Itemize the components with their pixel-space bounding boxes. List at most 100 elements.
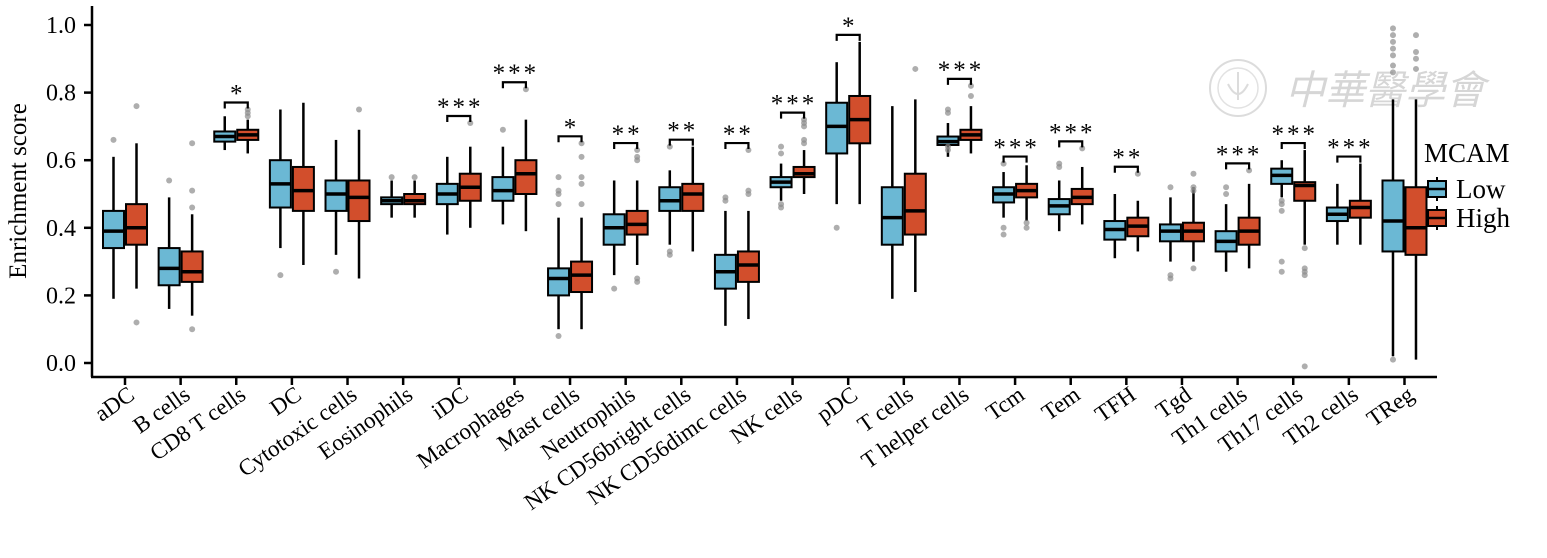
legend-key-low-icon bbox=[1427, 177, 1447, 201]
significance-marker: *** bbox=[1271, 121, 1318, 150]
box-low bbox=[992, 160, 1016, 238]
outlier-point bbox=[801, 123, 808, 130]
significance-marker: *** bbox=[1049, 119, 1092, 148]
box-low bbox=[491, 126, 515, 225]
outlier-point bbox=[1389, 62, 1396, 69]
box-high bbox=[291, 102, 315, 265]
significance-label: * bbox=[564, 114, 580, 141]
significance-marker: *** bbox=[1216, 141, 1263, 170]
outlier-point bbox=[411, 174, 418, 181]
outlier-point bbox=[578, 201, 585, 208]
outlier-point bbox=[967, 82, 974, 89]
significance-bracket bbox=[1336, 155, 1362, 163]
outlier-point bbox=[745, 191, 752, 197]
outlier-point bbox=[555, 332, 562, 339]
box-high bbox=[236, 106, 260, 154]
y-tick-label: 0.8 bbox=[46, 81, 76, 107]
box-high bbox=[125, 103, 148, 326]
box-iqr bbox=[125, 203, 148, 246]
x-tick-label: TReg bbox=[1362, 381, 1419, 431]
outlier-point bbox=[1023, 224, 1030, 231]
box-low bbox=[1158, 184, 1182, 282]
significance-bracket bbox=[1280, 141, 1306, 150]
box-low bbox=[157, 177, 181, 309]
x-tick-label: Tem bbox=[1037, 382, 1085, 426]
box-iqr bbox=[1404, 186, 1428, 256]
outlier-point bbox=[1134, 170, 1141, 177]
legend-item-low: Low bbox=[1427, 174, 1506, 204]
box-high bbox=[514, 86, 538, 232]
significance-annotations: ******** ** ** ***************** ********* bbox=[223, 13, 1374, 173]
box-high bbox=[1348, 163, 1372, 245]
legend-key-high-icon bbox=[1427, 206, 1447, 230]
seal-icon bbox=[1209, 59, 1267, 117]
outlier-point bbox=[1389, 52, 1396, 59]
box-high bbox=[1181, 170, 1205, 272]
outlier-point bbox=[778, 204, 785, 211]
outlier-point bbox=[1056, 163, 1063, 170]
box-low bbox=[102, 136, 125, 299]
outlier-point bbox=[1278, 207, 1285, 214]
box-high bbox=[959, 82, 983, 154]
box-high bbox=[792, 116, 816, 194]
outlier-point bbox=[1412, 55, 1419, 62]
watermark-text: 中華醫學會 bbox=[1285, 68, 1490, 114]
box-low bbox=[547, 174, 571, 339]
outlier-point bbox=[578, 180, 585, 187]
x-tick-label: TFH bbox=[1090, 382, 1140, 427]
significance-marker: * bbox=[835, 13, 861, 41]
significance-bracket bbox=[1225, 162, 1251, 170]
box-high bbox=[736, 147, 760, 320]
outlier-point bbox=[1278, 258, 1285, 265]
outlier-point bbox=[1000, 160, 1007, 167]
outlier-point bbox=[189, 187, 196, 194]
box-low bbox=[1270, 160, 1294, 275]
box-high bbox=[570, 140, 594, 330]
box-low bbox=[1214, 184, 1238, 272]
outlier-point bbox=[634, 278, 641, 285]
outlier-point bbox=[944, 109, 951, 116]
outlier-point bbox=[833, 224, 840, 231]
outlier-point bbox=[1246, 167, 1253, 174]
outlier-point bbox=[634, 157, 641, 164]
outlier-point bbox=[578, 174, 585, 181]
outlier-point bbox=[1167, 275, 1174, 282]
outlier-point bbox=[277, 272, 284, 279]
significance-bracket bbox=[835, 33, 861, 41]
outlier-point bbox=[1278, 201, 1285, 208]
box-iqr bbox=[547, 267, 571, 297]
outlier-point bbox=[634, 147, 641, 154]
outlier-point bbox=[1190, 170, 1197, 177]
box-low bbox=[268, 109, 292, 279]
significance-label: ** bbox=[667, 118, 698, 145]
box-high bbox=[180, 140, 204, 333]
outlier-point bbox=[499, 126, 506, 133]
box-low bbox=[1325, 183, 1349, 245]
box-high bbox=[1293, 150, 1317, 370]
significance-label: *** bbox=[1216, 141, 1263, 168]
significance-marker: * bbox=[557, 114, 583, 143]
significance-label: *** bbox=[1271, 121, 1318, 148]
significance-bracket bbox=[557, 135, 583, 143]
box-high bbox=[681, 146, 705, 252]
significance-bracket bbox=[1113, 165, 1139, 173]
y-axis-label: Enrichment score bbox=[5, 103, 32, 279]
significance-bracket bbox=[1058, 140, 1084, 148]
significance-label: * bbox=[842, 13, 858, 40]
outlier-point bbox=[1000, 231, 1007, 238]
outlier-point bbox=[189, 326, 196, 333]
outlier-point bbox=[1223, 184, 1230, 191]
y-tick-label: 1.0 bbox=[46, 13, 76, 39]
box-iqr bbox=[903, 172, 927, 236]
outlier-point bbox=[1389, 45, 1396, 52]
box-low bbox=[713, 194, 737, 326]
significance-label: ** bbox=[1112, 145, 1143, 172]
significance-marker: *** bbox=[938, 57, 981, 85]
box-low bbox=[380, 174, 404, 218]
box-low bbox=[602, 180, 626, 292]
significance-label: *** bbox=[1327, 135, 1374, 162]
outlier-point bbox=[578, 153, 585, 160]
box-high bbox=[1126, 170, 1150, 252]
significance-marker: ** bbox=[612, 121, 640, 150]
outlier-point bbox=[1190, 187, 1197, 194]
